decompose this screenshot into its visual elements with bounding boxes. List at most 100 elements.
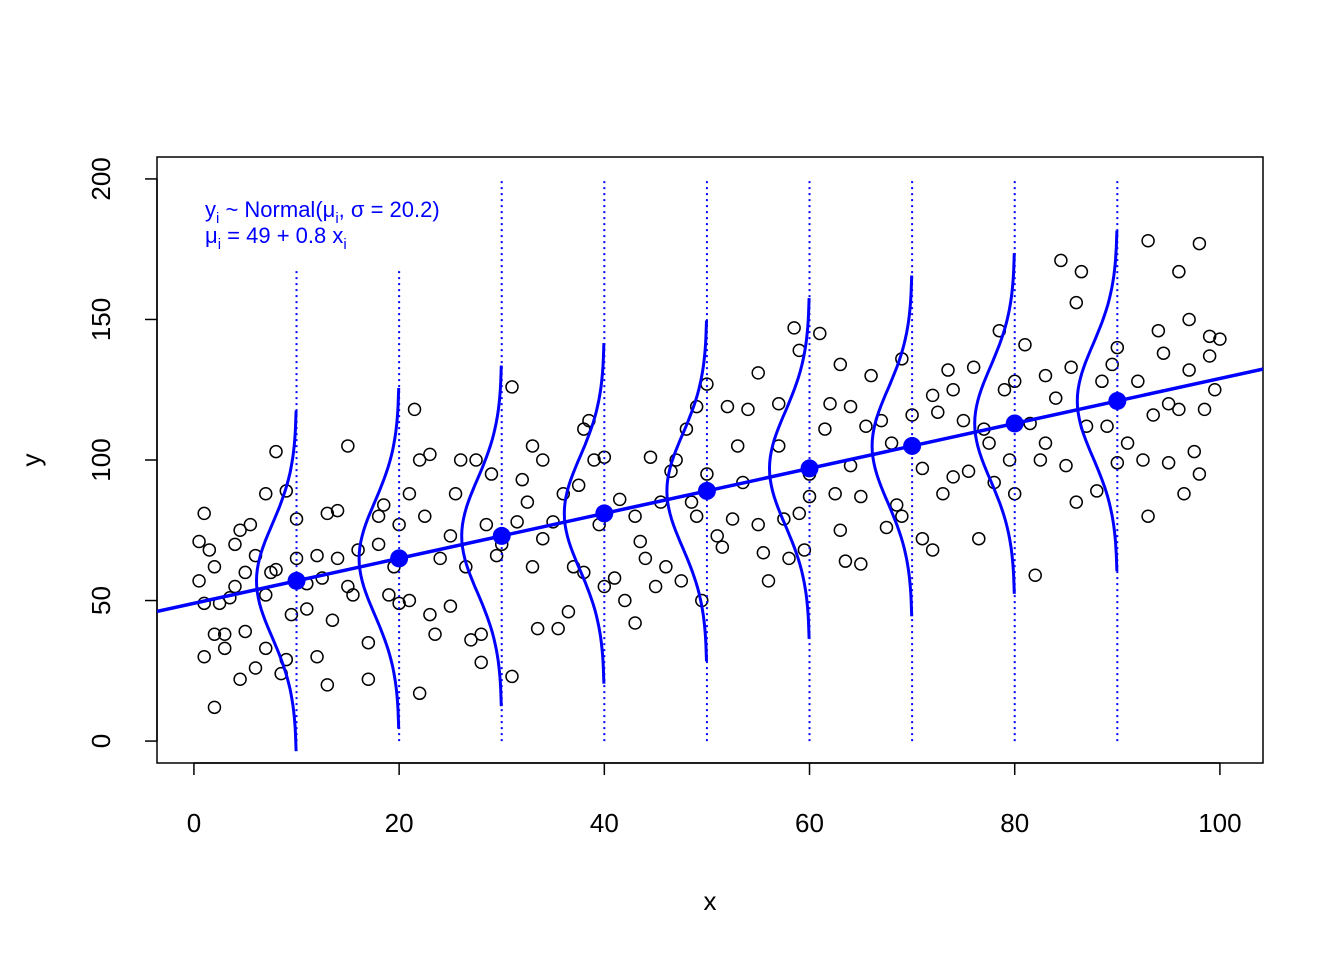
point	[751, 366, 765, 380]
point	[259, 486, 273, 501]
y-tick-label: 50	[86, 586, 116, 615]
point	[1018, 338, 1032, 352]
point	[797, 543, 812, 557]
t: 20.2	[390, 197, 433, 222]
point	[1172, 402, 1186, 417]
point	[961, 464, 976, 478]
point	[1141, 234, 1155, 248]
point	[915, 461, 930, 476]
point	[936, 486, 950, 501]
point	[233, 523, 247, 538]
point	[571, 478, 586, 493]
mean-point	[697, 481, 716, 500]
point	[1172, 264, 1186, 279]
point	[1131, 374, 1145, 389]
density-curve	[460, 365, 503, 707]
point	[710, 529, 724, 543]
point	[725, 512, 740, 526]
plot-area	[157, 178, 1263, 752]
point	[392, 596, 406, 611]
density-curve	[562, 343, 606, 684]
point	[1187, 444, 1202, 459]
point	[320, 506, 335, 521]
t: i	[335, 210, 338, 227]
point	[1110, 456, 1125, 470]
density-curve	[357, 387, 401, 729]
point	[864, 368, 878, 383]
point	[505, 669, 519, 684]
x-tick-label: 20	[385, 808, 414, 838]
point	[489, 548, 504, 563]
point	[946, 382, 960, 397]
point	[689, 509, 704, 523]
point	[474, 627, 488, 642]
point	[597, 579, 612, 594]
point	[382, 588, 396, 602]
t: x	[326, 223, 343, 248]
point	[751, 517, 765, 532]
point	[684, 495, 699, 509]
point	[310, 650, 324, 664]
point	[443, 599, 458, 613]
point	[966, 360, 981, 374]
point	[854, 557, 868, 571]
point	[418, 509, 432, 523]
point	[700, 467, 714, 481]
point	[818, 422, 832, 436]
point	[207, 627, 222, 642]
point	[982, 436, 996, 450]
point	[474, 655, 488, 670]
point	[1054, 253, 1068, 268]
point	[1038, 368, 1053, 383]
model-line-1: yi ~ Normal(μi, σ = 20.2)	[205, 197, 440, 227]
density-curve	[254, 410, 298, 752]
point	[1146, 408, 1160, 422]
point	[802, 489, 817, 504]
point	[228, 579, 242, 594]
point	[320, 678, 335, 692]
point	[341, 439, 355, 453]
point	[761, 574, 776, 588]
point	[1161, 397, 1176, 411]
point	[618, 593, 632, 608]
point	[412, 686, 427, 701]
point	[823, 397, 837, 411]
point	[556, 486, 571, 501]
point	[1177, 486, 1191, 501]
point	[259, 641, 273, 656]
point	[376, 498, 391, 512]
point	[1059, 458, 1073, 473]
point	[530, 621, 545, 636]
mean-point	[595, 504, 614, 523]
density-curve	[767, 298, 811, 639]
point	[854, 489, 868, 504]
point	[346, 588, 360, 602]
point	[1192, 467, 1207, 481]
point	[536, 453, 550, 467]
point	[1156, 346, 1171, 360]
point	[720, 399, 735, 414]
t: +	[271, 223, 296, 248]
point	[371, 537, 386, 552]
point	[1069, 295, 1084, 310]
y-tick-label: 150	[86, 298, 116, 341]
point	[859, 419, 873, 434]
point	[1100, 419, 1114, 434]
point	[202, 543, 217, 557]
point	[1023, 416, 1037, 431]
density-curve	[973, 253, 1016, 594]
point	[895, 509, 909, 523]
point	[197, 506, 211, 521]
point	[207, 560, 222, 574]
point	[428, 627, 442, 642]
point	[612, 492, 627, 507]
point	[228, 537, 242, 552]
point	[402, 593, 417, 608]
point	[453, 453, 468, 467]
t: 0.8	[296, 223, 327, 248]
y-tick-label: 0	[86, 734, 116, 748]
point	[1033, 453, 1048, 467]
point	[243, 517, 258, 532]
point	[207, 700, 222, 715]
mean-point	[287, 571, 306, 590]
